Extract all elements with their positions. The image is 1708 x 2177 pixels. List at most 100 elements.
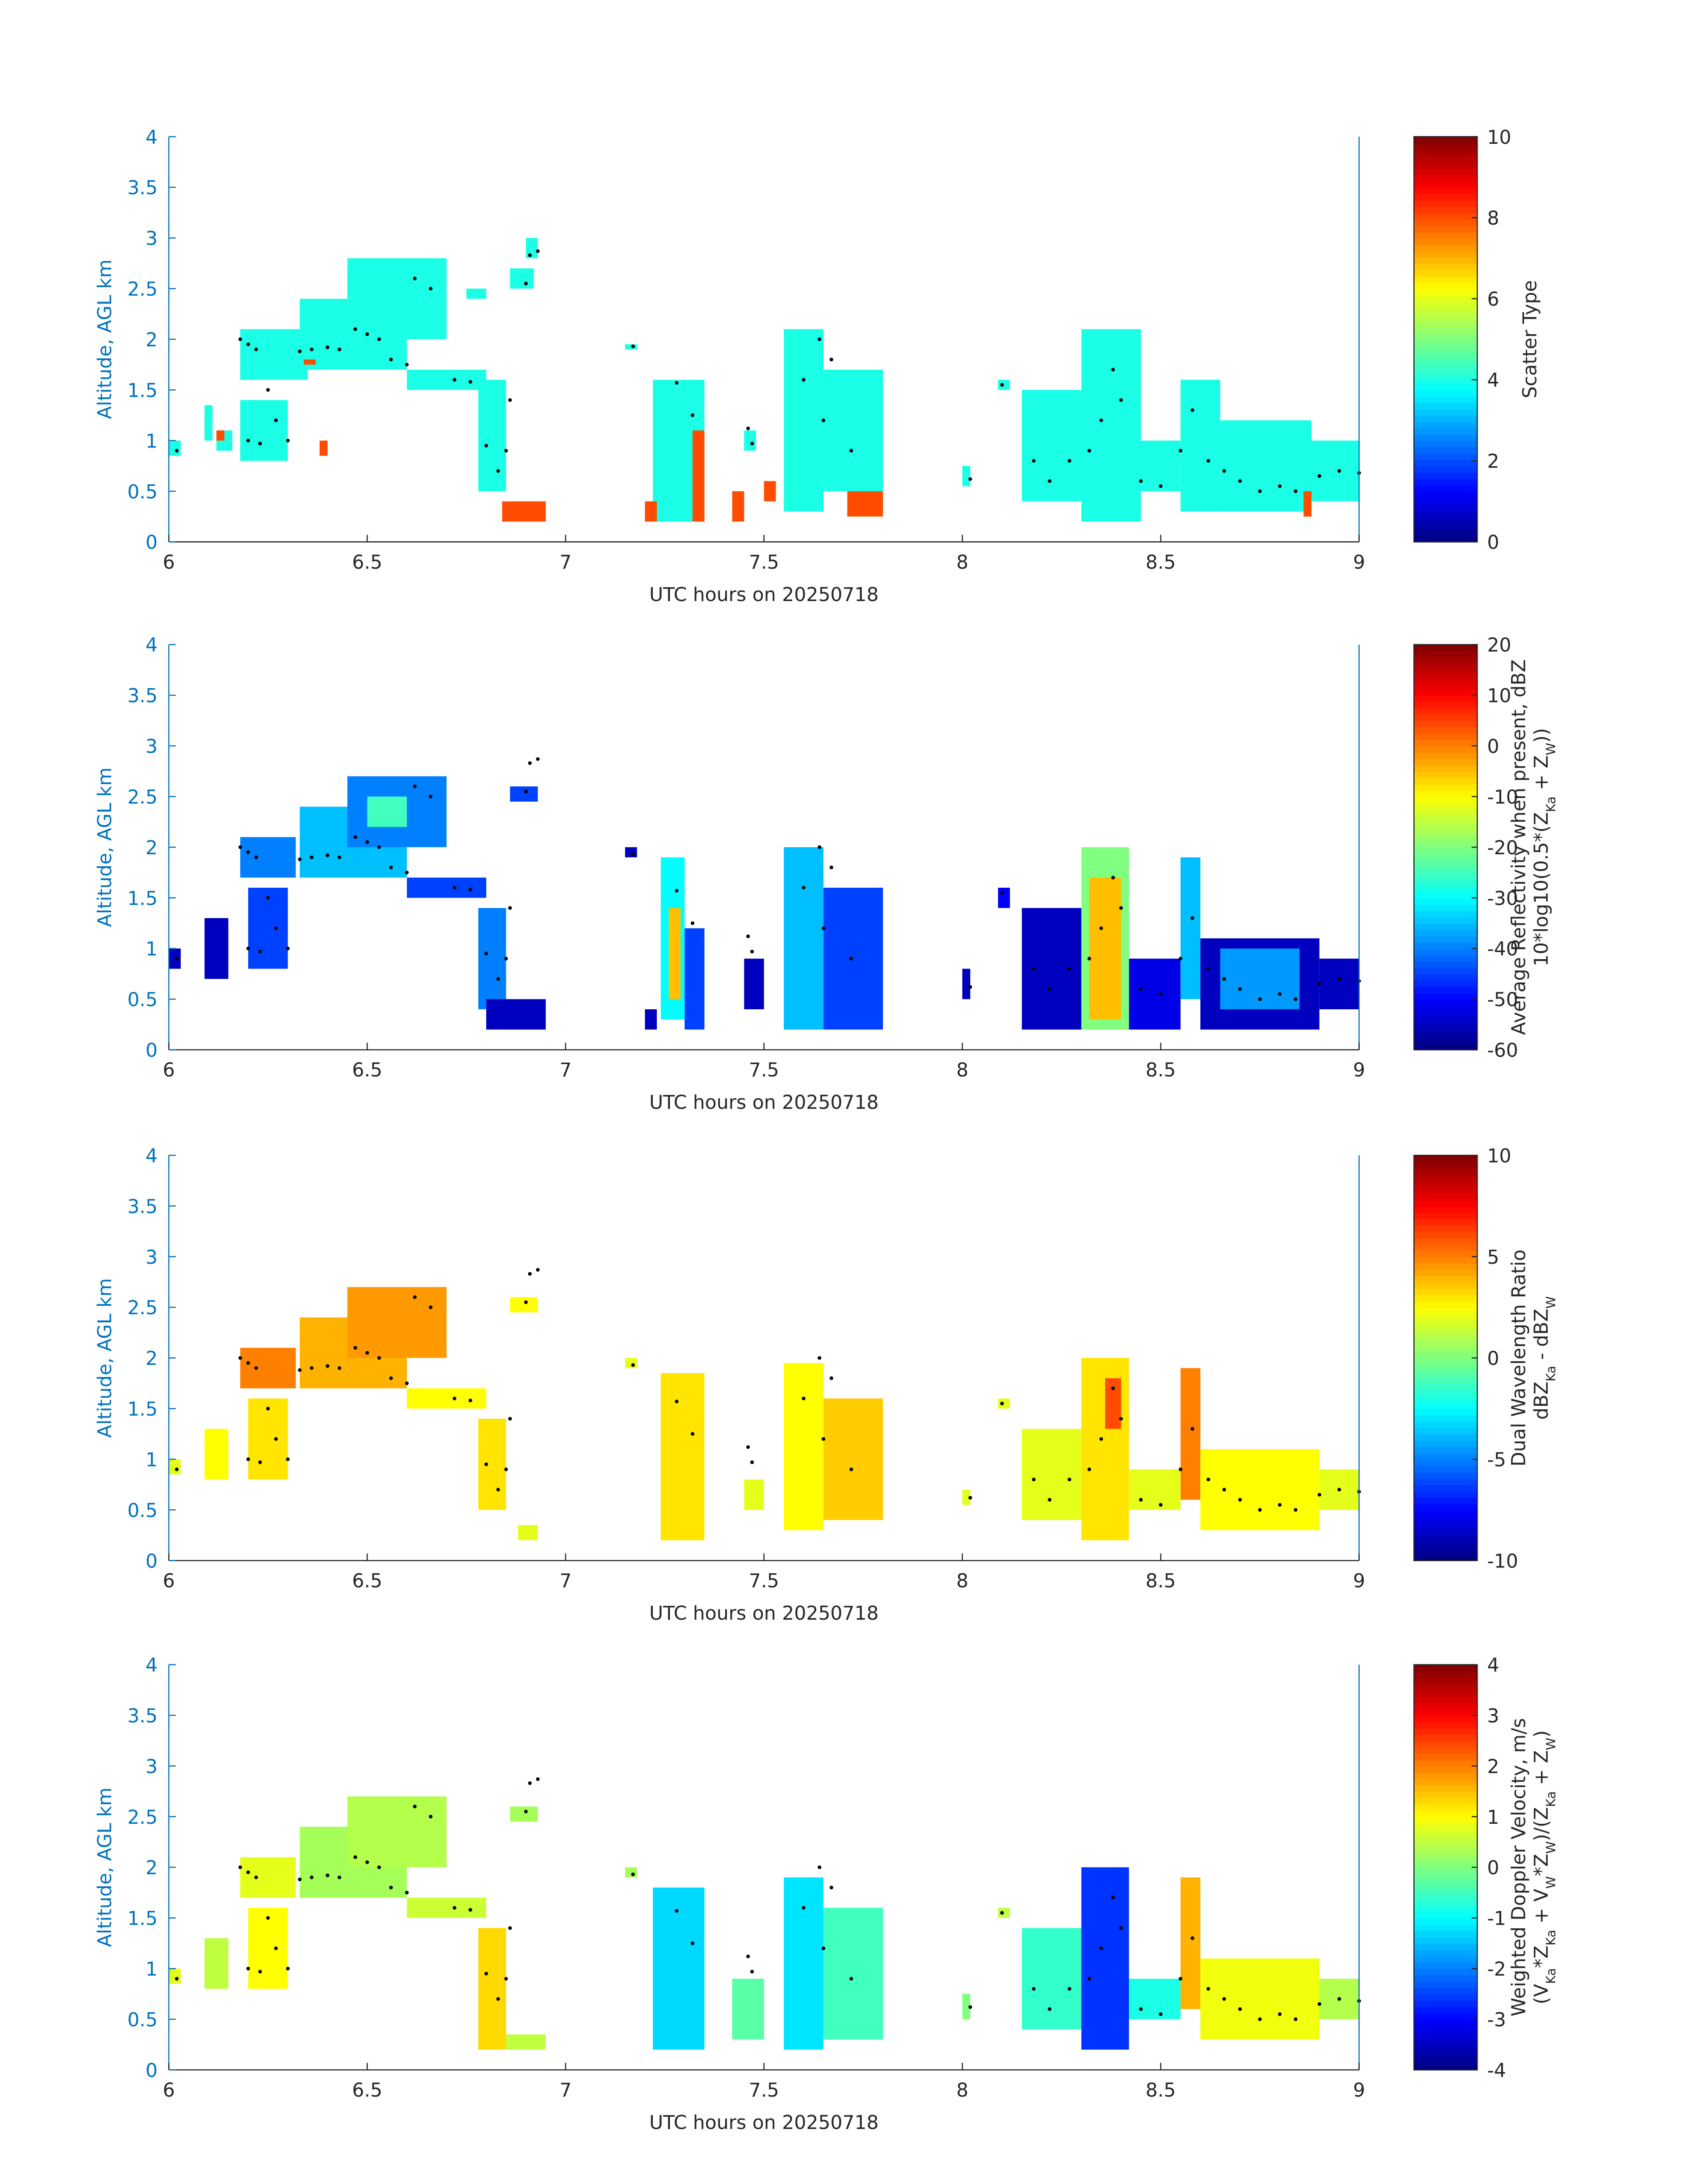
x-axis-label: UTC hours on 20250718: [649, 2112, 879, 2134]
colorbar-swatch: [1414, 771, 1478, 778]
colorbar-tick-label: -10: [1487, 786, 1518, 808]
marker-point: [750, 442, 754, 446]
marker-point: [675, 1400, 679, 1404]
marker-point: [750, 949, 754, 953]
colorbar-swatch: [1414, 1225, 1478, 1232]
colorbar-swatch: [1414, 529, 1478, 536]
marker-point: [246, 946, 250, 951]
marker-point: [309, 1876, 314, 1880]
heatmap-cell: [645, 501, 657, 522]
marker-point: [1317, 982, 1321, 986]
colorbar-swatch: [1414, 301, 1478, 309]
colorbar-label: Dual Wavelength Ratio: [1508, 1249, 1530, 1467]
colorbar-tick-label: 10: [1487, 127, 1511, 149]
colorbar-swatch: [1414, 231, 1478, 239]
marker-point: [1119, 1926, 1123, 1930]
marker-point: [338, 855, 342, 859]
colorbar-label-subscript: W: [1543, 743, 1558, 755]
colorbar-swatch: [1414, 809, 1478, 816]
colorbar-swatch: [1414, 440, 1478, 448]
heatmap-cell: [784, 1363, 824, 1530]
heatmap-cell: [478, 908, 506, 1010]
marker-point: [1099, 1946, 1103, 1951]
colorbar-swatch: [1414, 917, 1478, 924]
colorbar-swatch: [1414, 1861, 1478, 1868]
colorbar-label-subscript: Ka: [1543, 1791, 1558, 1807]
marker-point: [1067, 1987, 1072, 1991]
marker-point: [528, 761, 532, 765]
colorbar-swatch: [1414, 1377, 1478, 1384]
marker-point: [452, 378, 456, 382]
marker-point: [246, 1361, 250, 1365]
heatmap-cell: [205, 918, 229, 979]
colorbar-label-text: dBZ: [1531, 1382, 1553, 1420]
colorbar-swatch: [1414, 1244, 1478, 1251]
colorbar-swatch: [1414, 847, 1478, 854]
colorbar-swatch: [1414, 402, 1478, 409]
marker-point: [353, 1346, 357, 1350]
marker-point: [536, 757, 540, 761]
marker-point: [338, 1366, 342, 1370]
colorbar-swatch: [1414, 1180, 1478, 1188]
marker-point: [504, 1976, 508, 1981]
colorbar-swatch: [1414, 929, 1478, 936]
marker-point: [389, 1885, 393, 1889]
colorbar-swatch: [1414, 1994, 1478, 2001]
marker-point: [238, 1356, 242, 1360]
y-tick-label: 2: [146, 837, 158, 859]
marker-point: [1206, 967, 1211, 971]
marker-point: [484, 952, 488, 956]
colorbar-swatch: [1414, 714, 1478, 721]
colorbar-swatch: [1414, 288, 1478, 296]
colorbar-swatch: [1414, 1320, 1478, 1327]
heatmap-cell: [744, 958, 764, 1010]
colorbar-swatch: [1414, 1823, 1478, 1830]
heatmap-cell: [407, 1388, 486, 1409]
colorbar-swatch: [1414, 1218, 1478, 1226]
heatmap-cell: [1140, 440, 1181, 492]
heatmap-cell: [764, 481, 776, 501]
marker-point: [413, 784, 417, 789]
heatmap-cell: [407, 1897, 486, 1918]
marker-point: [246, 439, 250, 443]
marker-point: [246, 1967, 250, 1971]
colorbar-swatch: [1414, 1804, 1478, 1811]
marker-point: [802, 378, 806, 382]
marker-point: [508, 1417, 512, 1421]
colorbar-swatch: [1414, 168, 1478, 175]
marker-point: [365, 1860, 369, 1864]
colorbar-label-text: (V: [1531, 1984, 1553, 2005]
marker-point: [1238, 2007, 1242, 2011]
colorbar-swatch: [1414, 206, 1478, 213]
marker-point: [274, 1946, 278, 1951]
marker-point: [1278, 1503, 1282, 1507]
colorbar-swatch: [1414, 1702, 1478, 1710]
marker-point: [1294, 489, 1298, 493]
heatmap-cell: [304, 359, 316, 365]
marker-point: [326, 853, 330, 857]
colorbar-swatch: [1414, 269, 1478, 277]
colorbar-swatch: [1414, 345, 1478, 353]
colorbar-swatch: [1414, 1766, 1478, 1773]
marker-point: [1048, 2007, 1052, 2011]
colorbar-swatch: [1414, 1924, 1478, 1931]
marker-point: [258, 1969, 262, 1974]
x-tick-label: 7: [560, 1570, 572, 1592]
marker-point: [286, 1457, 290, 1461]
colorbar-swatch: [1414, 491, 1478, 498]
y-tick-label: 1: [146, 939, 158, 961]
colorbar-label-text: Average Reflectivity when present, dBZ: [1508, 660, 1530, 1035]
marker-point: [829, 865, 833, 869]
colorbar-swatch: [1414, 1307, 1478, 1314]
colorbar-swatch: [1414, 1510, 1478, 1517]
heatmap-cell: [1022, 908, 1082, 1030]
marker-point: [504, 449, 508, 453]
heatmap-cell: [510, 1806, 538, 1822]
y-tick-label: 3: [146, 1756, 158, 1778]
marker-point: [528, 1272, 532, 1276]
marker-point: [452, 1396, 456, 1400]
x-tick-label: 9: [1353, 1060, 1365, 1082]
colorbar-swatch: [1414, 974, 1478, 981]
y-tick-label: 1: [146, 1959, 158, 1981]
marker-point: [1258, 2017, 1262, 2021]
